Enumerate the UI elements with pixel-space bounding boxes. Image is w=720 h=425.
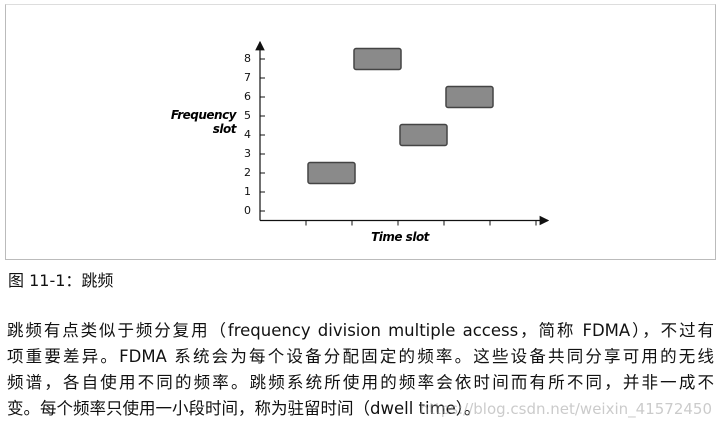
text-line: 跳频有点类似于频分复用（frequency division multiple … <box>7 321 714 340</box>
text-line: 频谱，各自使用不同的频率。跳频系统所使用的频率会依时间而有所不同，并非一成不 <box>7 373 714 392</box>
y-tick-label: 7 <box>244 71 251 84</box>
figure-caption: 图 11-1：跳频 <box>8 271 114 290</box>
y-axis-label: Frequency slot <box>170 108 237 136</box>
paragraph: 跳频有点类似于频分复用（frequency division multiple … <box>7 318 714 422</box>
text-line: 变。每个频率只使用一小段时间，称为驻留时间（dwell time）。 <box>7 399 481 418</box>
text-line: 项重要差异。FDMA 系统会为每个设备分配固定的频率。这些设备共同分享可用的无线 <box>7 347 714 366</box>
y-tick-label: 6 <box>244 90 251 103</box>
y-tick-label: 5 <box>244 109 251 122</box>
y-tick-label: 3 <box>244 147 251 160</box>
frequency-block <box>399 123 448 147</box>
frequency-block <box>307 161 356 185</box>
y-tick-label: 8 <box>244 52 251 65</box>
chart: 0 1 2 3 4 5 6 7 8 <box>244 40 550 226</box>
frequency-block <box>445 85 494 109</box>
figure-frame <box>5 4 716 260</box>
x-axis-label: Time slot <box>371 230 429 244</box>
watermark: https://blog.csdn.net/weixin_41572450 <box>419 400 712 418</box>
y-tick-label: 1 <box>244 185 251 198</box>
y-tick-label: 0 <box>244 204 251 217</box>
y-tick-label: 2 <box>244 166 251 179</box>
frequency-block <box>353 47 402 71</box>
y-tick-label: 4 <box>244 128 251 141</box>
